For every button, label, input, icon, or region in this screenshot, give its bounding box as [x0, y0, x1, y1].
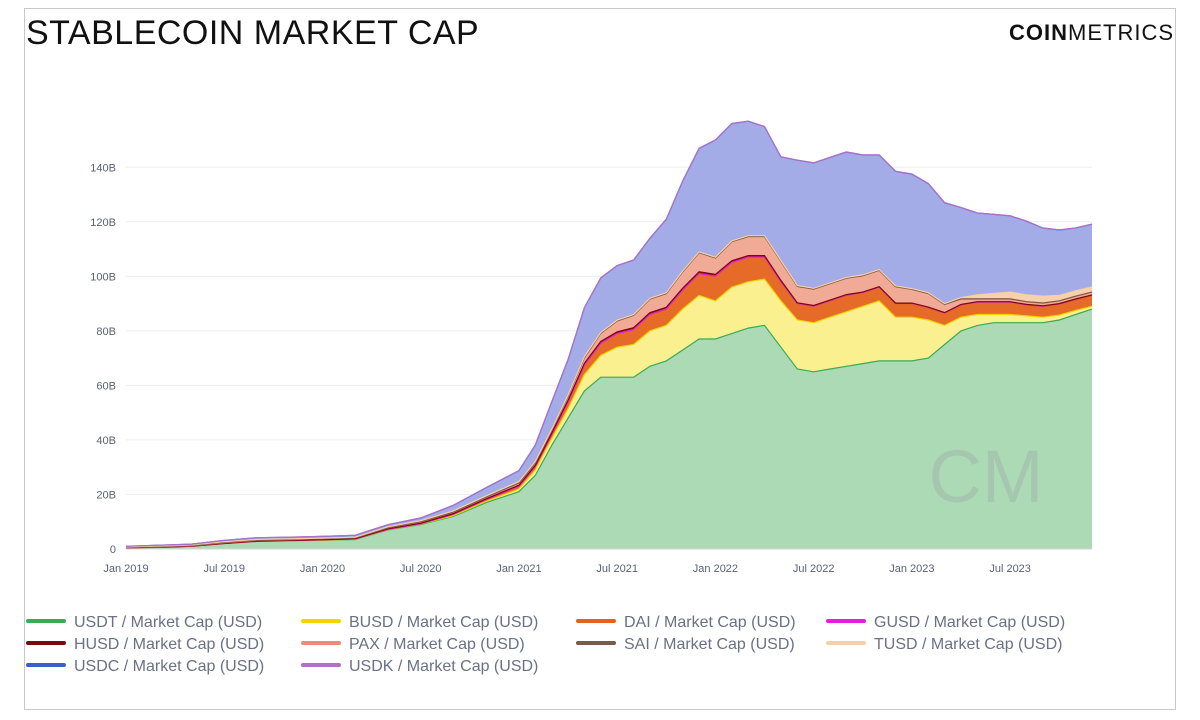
legend-item-gusd[interactable]: GUSD / Market Cap (USD) [826, 612, 1065, 634]
x-tick-label: Jan 2023 [889, 563, 934, 575]
area-usdc [126, 121, 1092, 547]
legend-label: USDT / Market Cap (USD) [74, 614, 263, 631]
watermark-cm: CM [928, 435, 1043, 518]
legend-item-pax[interactable]: PAX / Market Cap (USD) [301, 634, 525, 656]
area-series-group [126, 121, 1092, 549]
legend-swatch [301, 640, 341, 645]
line-tusd [125, 235, 1093, 548]
y-tick-label: 60B [96, 380, 116, 392]
area-usdt [126, 309, 1092, 549]
legend-swatch [301, 662, 341, 667]
line-usdk [125, 120, 1093, 547]
legend-item-usdk[interactable]: USDK / Market Cap (USD) [301, 656, 538, 678]
legend-item-tusd[interactable]: TUSD / Market Cap (USD) [826, 634, 1062, 656]
legend-label: PAX / Market Cap (USD) [349, 636, 525, 653]
y-tick-label: 80B [96, 326, 116, 338]
legend-item-sai[interactable]: SAI / Market Cap (USD) [576, 634, 795, 656]
legend-label: USDK / Market Cap (USD) [349, 658, 539, 675]
y-axis-ticks: 0 20B 40B 60B 80B 100B 120B 140B [90, 162, 116, 556]
y-tick-label: 0 [110, 544, 116, 556]
series-lines-group [125, 120, 1093, 549]
x-tick-label: Jan 2022 [693, 563, 738, 575]
legend-swatch [826, 640, 866, 645]
x-tick-label: Jul 2020 [400, 563, 442, 575]
legend-item-dai[interactable]: DAI / Market Cap (USD) [576, 612, 796, 634]
y-tick-label: 100B [90, 271, 116, 283]
legend-label: GUSD / Market Cap (USD) [874, 614, 1066, 631]
legend-item-husd[interactable]: HUSD / Market Cap (USD) [26, 634, 264, 656]
y-tick-label: 120B [90, 217, 116, 229]
legend-label: DAI / Market Cap (USD) [624, 614, 796, 631]
legend-label: SAI / Market Cap (USD) [624, 636, 795, 653]
line-sai [125, 235, 1093, 548]
x-tick-label: Jan 2021 [496, 563, 541, 575]
legend-swatch [301, 618, 341, 623]
x-tick-label: Jul 2023 [989, 563, 1031, 575]
line-husd [125, 255, 1093, 549]
legend-swatch [26, 618, 66, 623]
legend-item-usdt[interactable]: USDT / Market Cap (USD) [26, 612, 262, 634]
x-tick-label: Jul 2019 [203, 563, 245, 575]
legend-swatch [576, 640, 616, 645]
y-tick-label: 140B [90, 162, 116, 174]
coinmetrics-logo: COINMETRICS [1009, 20, 1174, 45]
area-busd [126, 279, 1092, 548]
x-tick-label: Jan 2020 [300, 563, 345, 575]
legend-swatch [826, 618, 866, 623]
legend-swatch [576, 618, 616, 623]
x-axis-ticks: Jan 2019 Jul 2019 Jan 2020 Jul 2020 Jan 2021… [103, 563, 1031, 575]
chart-title: STABLECOIN MARKET CAP [26, 14, 480, 52]
x-tick-label: Jan 2019 [103, 563, 148, 575]
x-tick-label: Jul 2022 [793, 563, 835, 575]
legend-swatch [26, 640, 66, 645]
legend-swatch [26, 662, 66, 667]
legend-label: HUSD / Market Cap (USD) [74, 636, 265, 653]
x-tick-label: Jul 2021 [596, 563, 638, 575]
legend-item-busd[interactable]: BUSD / Market Cap (USD) [301, 612, 538, 634]
legend-label: TUSD / Market Cap (USD) [874, 636, 1063, 653]
y-tick-label: 20B [96, 489, 116, 501]
y-tick-label: 40B [96, 435, 116, 447]
legend-label: BUSD / Market Cap (USD) [349, 614, 539, 631]
legend-item-usdc[interactable]: USDC / Market Cap (USD) [26, 656, 264, 678]
legend-label: USDC / Market Cap (USD) [74, 658, 265, 675]
